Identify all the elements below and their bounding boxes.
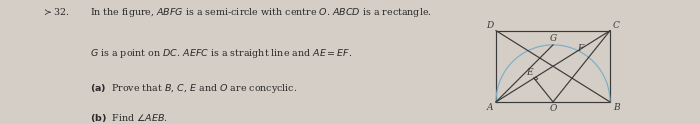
Text: O: O [550,104,556,113]
Text: B: B [613,103,620,112]
Text: $\succ$32.: $\succ$32. [42,6,70,17]
Text: $\mathbf{(b)}$  Find $\angle AEB$.: $\mathbf{(b)}$ Find $\angle AEB$. [90,112,168,124]
Text: $G$ is a point on $DC$. $AEFC$ is a straight line and $AE = EF$.: $G$ is a point on $DC$. $AEFC$ is a stra… [90,47,353,60]
Text: C: C [613,21,620,30]
Text: $\mathbf{(a)}$  Prove that $B$, $C$, $E$ and $O$ are concyclic.: $\mathbf{(a)}$ Prove that $B$, $C$, $E$ … [90,82,298,95]
Text: A: A [486,103,493,112]
Text: D: D [486,21,493,30]
Text: In the figure, $ABFG$ is a semi-circle with centre $O$. $ABCD$ is a rectangle.: In the figure, $ABFG$ is a semi-circle w… [90,6,432,19]
Text: G: G [550,34,556,43]
Text: F: F [577,44,583,53]
Text: E: E [526,68,532,78]
